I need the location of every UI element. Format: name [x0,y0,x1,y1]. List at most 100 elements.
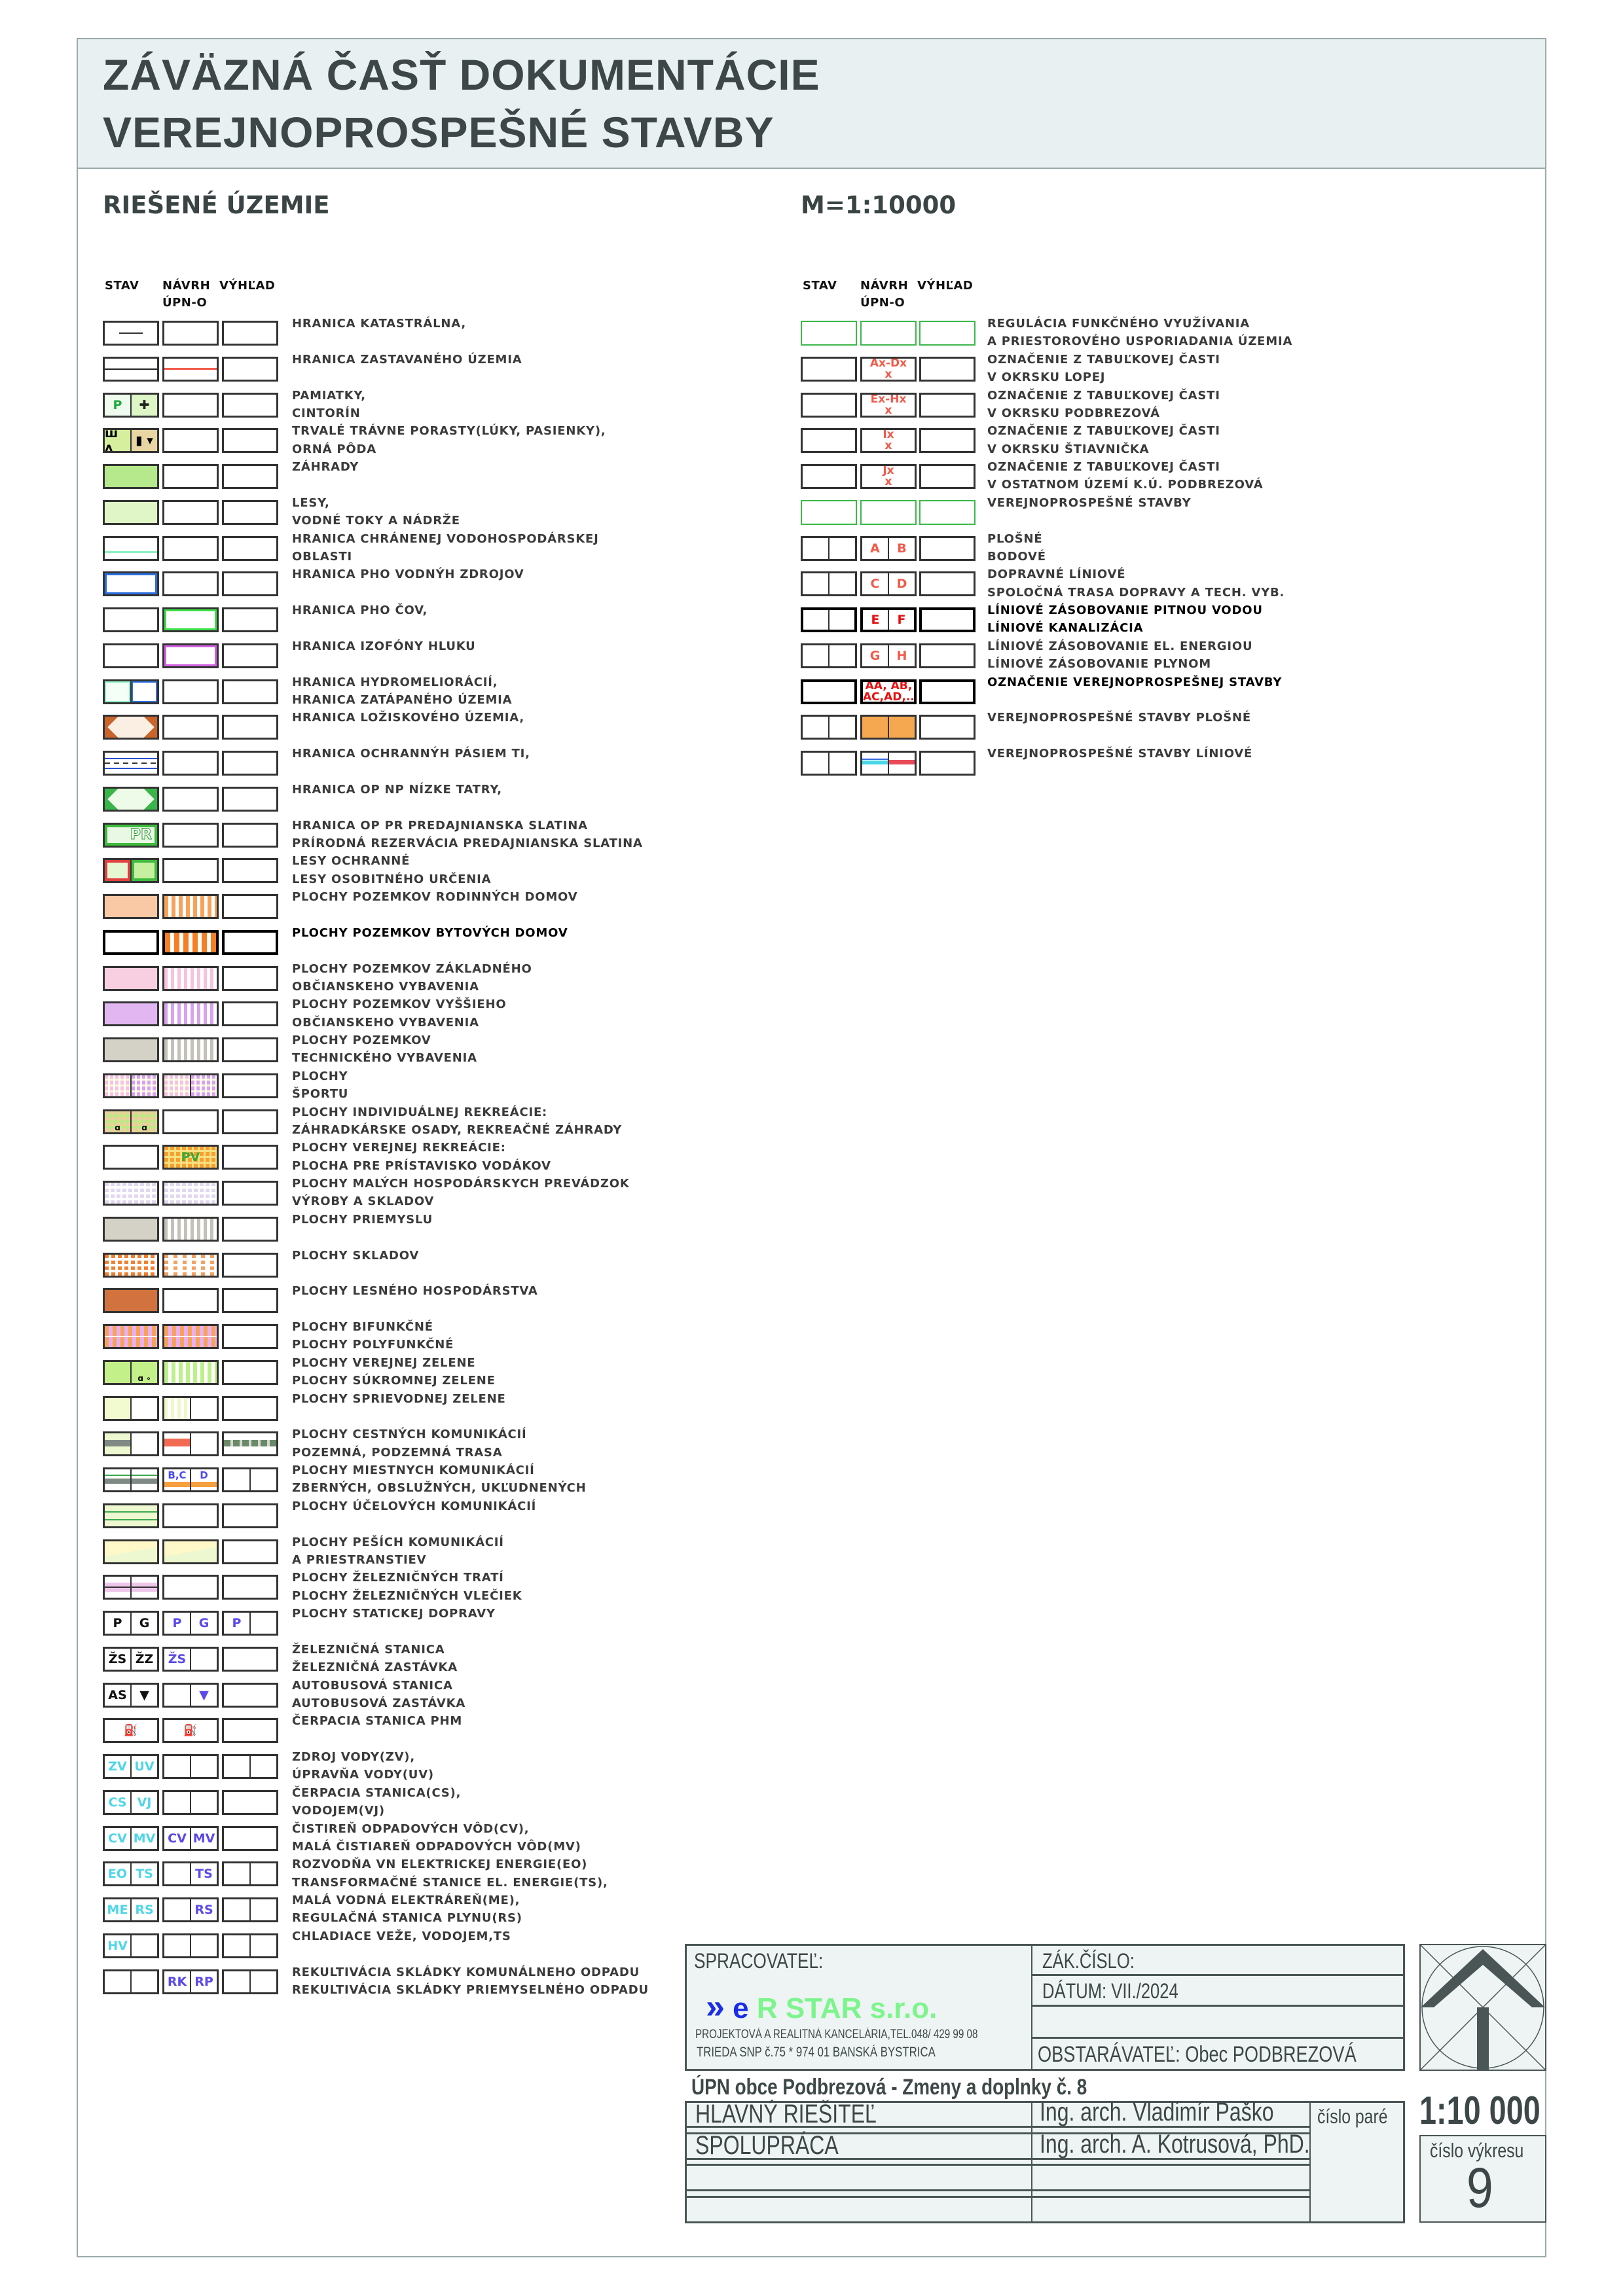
legend-item-label: A PRIESTRANSTIEV [292,1552,427,1567]
legend-item-label: ŠPORTU [292,1087,349,1102]
legend-swatch-vyhlad [919,607,976,632]
legend-swatch-stav: P ✚ [103,392,159,418]
legend-swatch-vyhlad [222,1575,278,1600]
legend-swatch-vyhlad [222,607,278,632]
swatch-code [251,1863,276,1884]
swatch-code: P [224,1613,251,1634]
legend-swatch-stav [801,499,857,525]
swatch-code [803,753,830,774]
swatch-code: CV [164,1827,191,1849]
legend-swatch-stav [103,356,159,382]
legend-swatch-vyhlad [222,1109,278,1134]
legend-swatch-stav [103,1969,159,1994]
legend-swatch-navrh [162,1001,219,1027]
legend-swatch-stav [103,1216,159,1242]
legend-swatch-vyhlad [222,858,278,884]
swatch-code: MV [192,1831,215,1846]
legend-swatch-navrh [162,1933,219,1958]
coop-label: SPOLUPRÁCA [695,2131,839,2160]
col-header-stav: STAV [803,279,837,293]
legend-item-label: HRANICA CHRÁNENEJ VODOHOSPODÁRSKEJ [292,531,599,546]
legend-swatch-stav: ⛽ [103,1718,159,1744]
swatch-code [803,610,830,630]
legend-swatch-vyhlad [222,1431,278,1457]
legend-swatch-vyhlad [919,428,976,454]
legend-swatch-vyhlad [222,1073,278,1098]
legend-swatch-vyhlad [919,464,976,489]
swatch-code [105,1361,132,1383]
legend-swatch-navrh: Ix x [860,428,917,454]
swatch-code [132,860,157,882]
legend-item-label: VEREJNOPROSPEŠNÉ STAVBY PLOŠNÉ [987,711,1252,725]
legend-swatch-vyhlad [222,1861,278,1887]
legend-swatch-navrh [162,1539,219,1564]
legend-swatch-vyhlad [222,499,278,525]
swatch-code [132,1469,157,1490]
legend-swatch-vyhlad [222,1754,278,1779]
legend-swatch-navrh [162,535,219,561]
legend-swatch-stav: CS VJ [103,1789,159,1815]
legend-swatch-stav [103,571,159,597]
legend-swatch-stav [801,321,857,346]
swatch-code [862,753,889,774]
company-line-2: TRIEDA SNP č.75 * 974 01 BANSKÁ BYSTRICA [697,2045,936,2060]
legend-swatch-vyhlad [222,929,278,955]
legend-swatch-navrh [162,1754,219,1779]
legend-swatch-vyhlad [222,1395,278,1421]
legend-swatch-stav [801,751,857,776]
legend-item-label: PLOCHY ÚČELOVÝCH KOMUNIKÁCIÍ [292,1499,537,1513]
swatch-code: RK [164,1971,191,1992]
legend-swatch-stav [103,1467,159,1492]
legend-swatch-stav [103,858,159,884]
legend-swatch-stav [801,356,857,382]
legend-swatch-navrh [162,1503,219,1528]
legend-swatch-stav [103,1395,159,1421]
swatch-code: G [139,1616,150,1630]
swatch-code: HV [105,1935,132,1956]
swatch-code: P [164,1613,191,1634]
project-title: ÚPN obce Podbrezová - Zmeny a doplnky č.… [691,2075,1087,2100]
legend-item-label: CHLADIACE VEŽE, VODOJEM,TS [292,1929,511,1943]
swatch-code: ⛽ [183,1723,198,1737]
legend-swatch-vyhlad [222,715,278,740]
swatch-code [830,538,855,559]
swatch-code [862,717,889,738]
legend-item-label: AUTOBUSOVÁ STANICA [292,1678,453,1693]
legend-item-label: AUTOBUSOVÁ ZASTÁVKA [292,1696,466,1710]
swatch-code [191,1075,217,1096]
legend-item-label: PLOCHY POZEMKOV VYŠŠIEHO [292,997,507,1012]
legend-swatch-vyhlad [222,428,278,454]
swatch-code: CV [105,1827,132,1849]
legend-item-label: OZNAČENIE Z TABUĽKOVEJ ČASTI [987,460,1220,474]
legend-item-label: TECHNICKÉHO VYBAVENIA [292,1051,477,1066]
legend-swatch-stav [103,499,159,525]
legend-swatch-vyhlad [919,356,976,382]
legend-swatch-stav [801,428,857,454]
legend-item-label: HRANICA LOŽISKOVÉHO ÚZEMIA, [292,711,524,725]
col-header-navrh-sub: ÚPN-O [860,296,905,310]
legend-swatch-vyhlad [919,499,976,525]
coop-name: Ing. arch. A. Kotrusová, PhD. [1040,2130,1310,2159]
legend-swatch-stav [103,679,159,704]
swatch-code [164,1397,191,1419]
swatch-code [191,1398,217,1419]
legend-item-label: HRANICA OCHRANNÝH PÁSIEM TI, [292,747,530,761]
legend-swatch-stav [103,965,159,991]
legend-item-label: PLOŠNÉ [987,531,1043,546]
legend-item-label: PLOCHY VEREJNEJ REKREÁCIE: [292,1141,506,1155]
drawing-number: 9 [1467,2157,1493,2219]
legend-item-label: PLOCHY SPRIEVODNEJ ZELENE [292,1391,506,1406]
legend-item-label: HRANICA KATASTRÁLNA, [292,317,466,331]
legend-swatch-navrh [162,356,219,382]
swatch-code [889,717,915,738]
legend-swatch-navrh [162,392,219,418]
swatch-code: A [862,537,889,559]
legend-swatch-stav [103,1037,159,1062]
swatch-code [105,681,132,702]
legend-swatch-navrh [162,751,219,776]
legend-swatch-vyhlad [222,822,278,848]
north-arrow [1419,1944,1546,2071]
legend-item-label: PLOCHY MIESTNYCH KOMUNIKÁCIÍ [292,1463,535,1477]
swatch-code [132,1971,157,1992]
legend-item-label: MALÁ ČISTIAREŇ ODPADOVÝCH VÔD(MV) [292,1839,581,1854]
